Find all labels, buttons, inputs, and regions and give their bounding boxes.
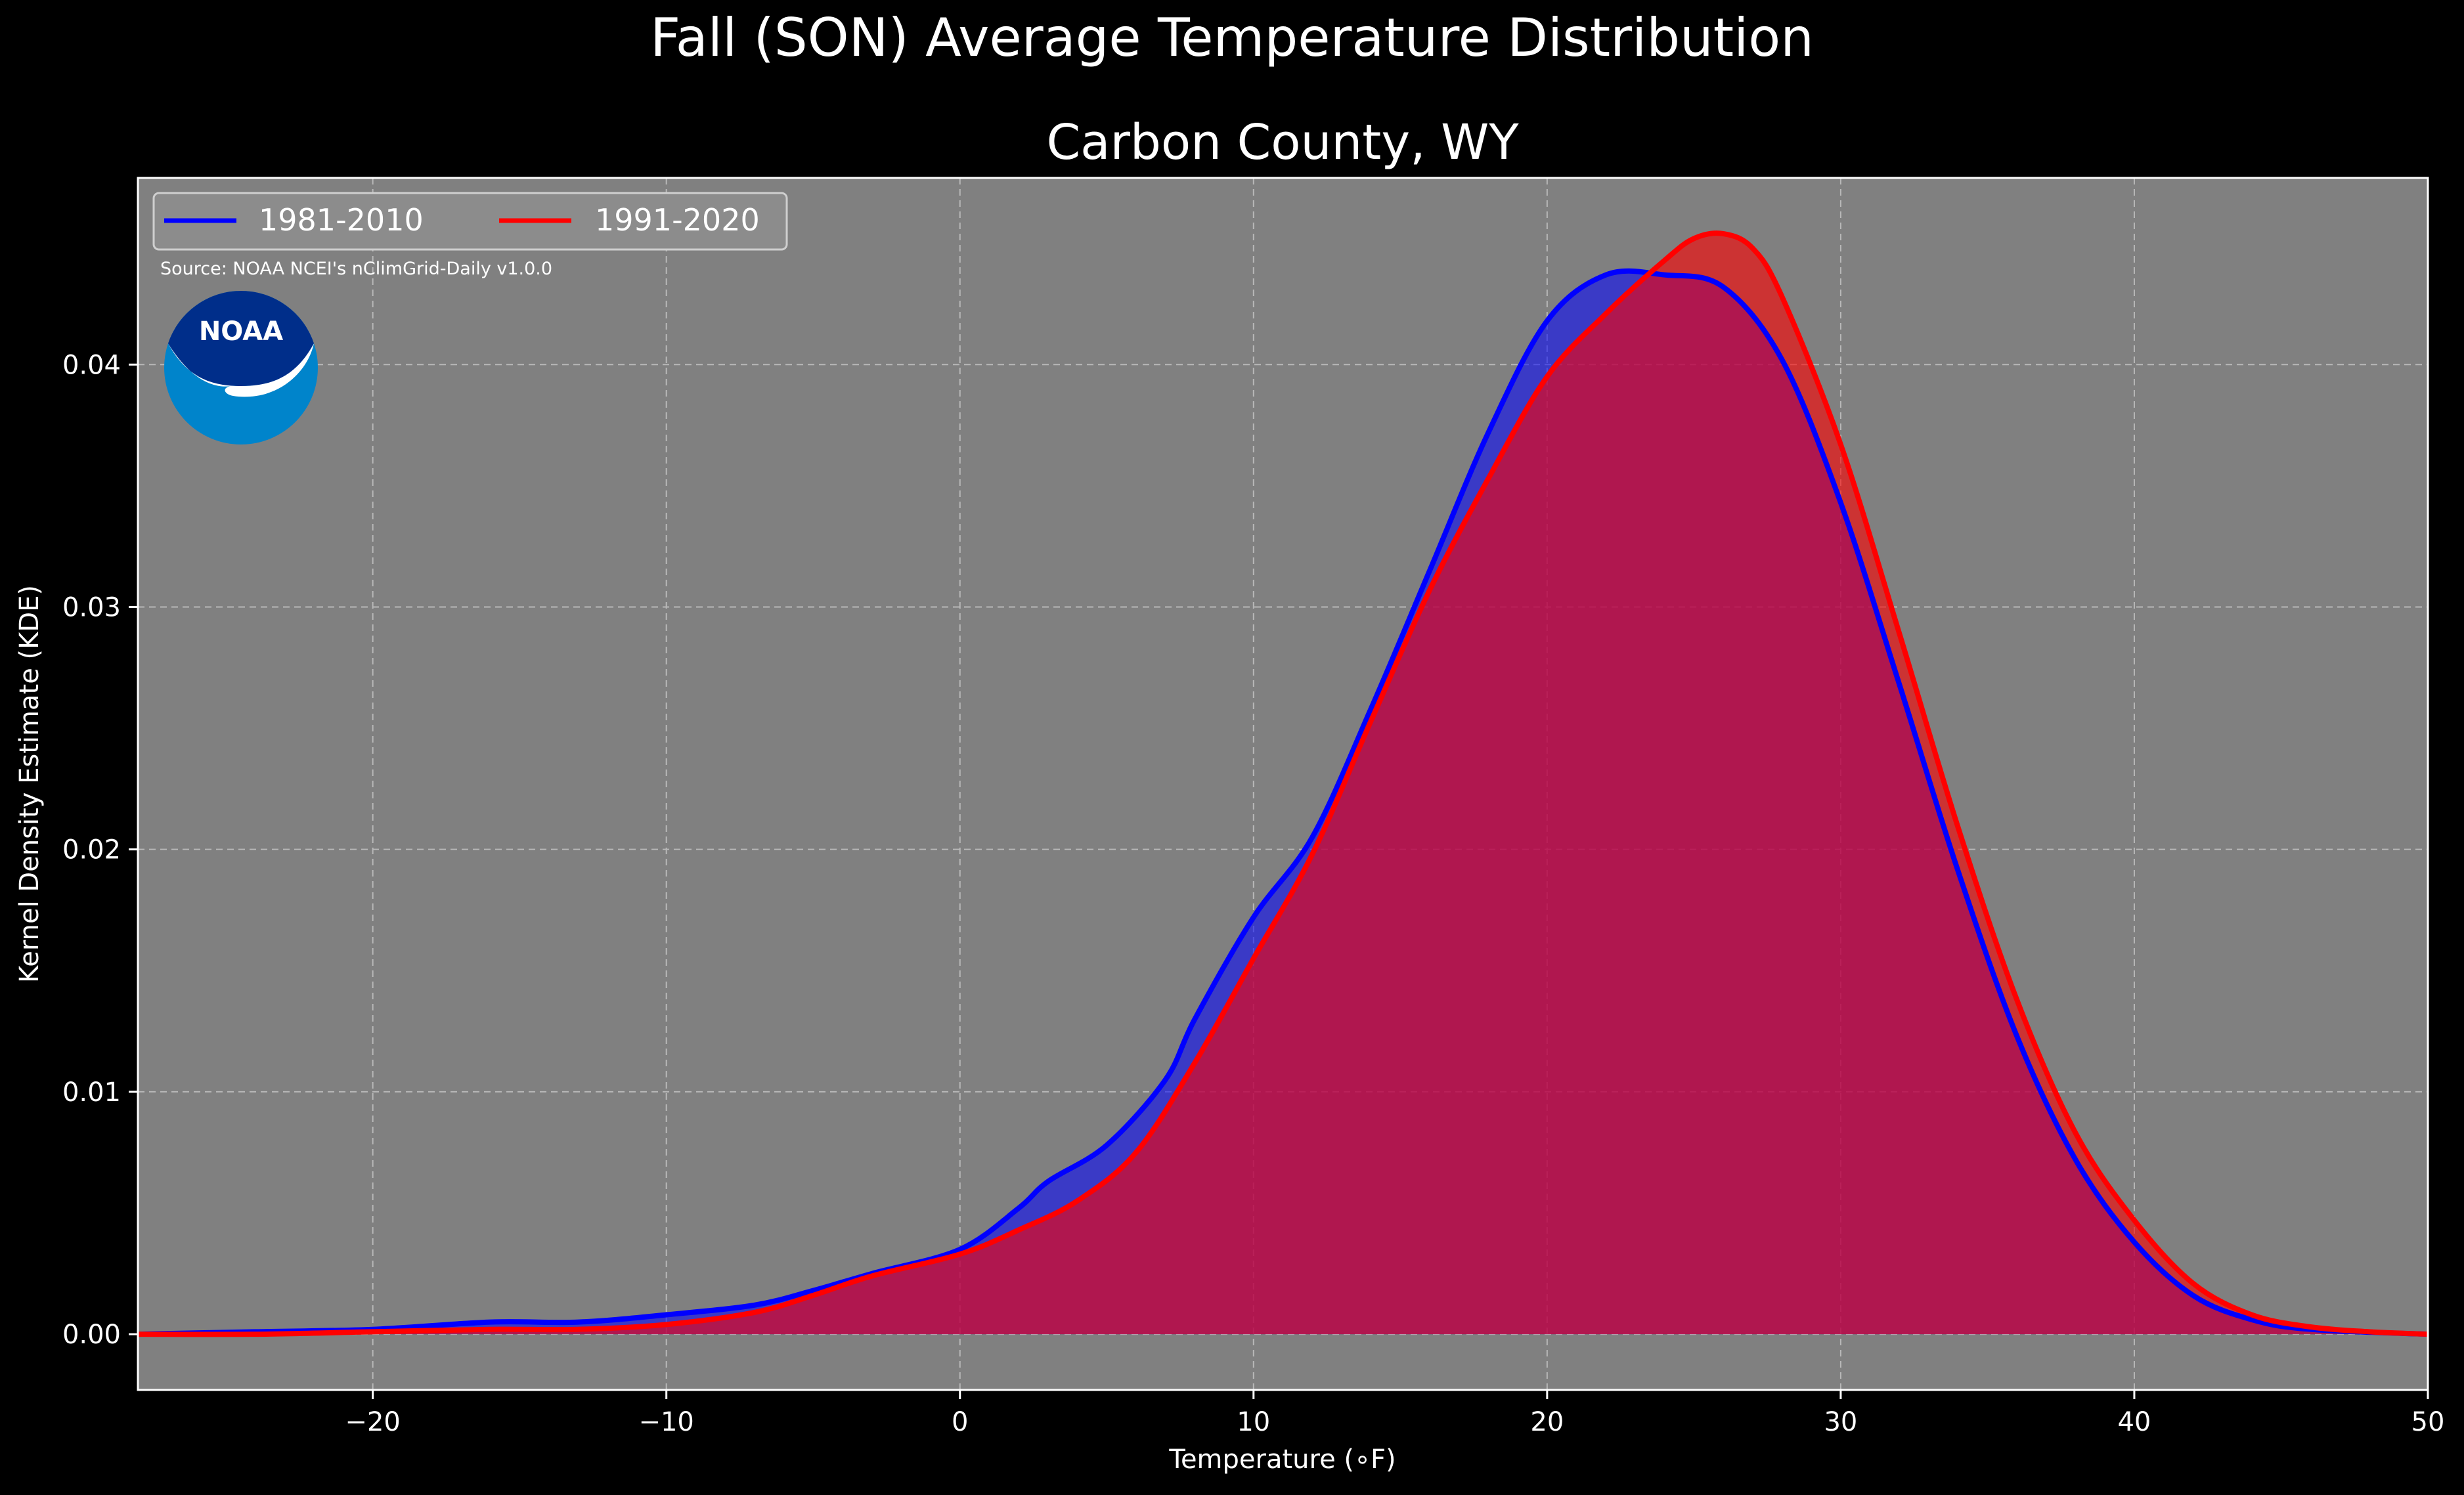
x-axis: −20 −10 0 10 20 30 40 50 xyxy=(345,1390,2444,1437)
legend-label-1991-2020: 1991-2020 xyxy=(595,202,760,238)
x-tick-label: 40 xyxy=(2117,1407,2151,1437)
logo-bird-icon xyxy=(168,343,314,397)
plot-frame xyxy=(137,177,2429,1391)
series-1991-2020-area xyxy=(138,233,2428,1335)
y-tick-label: 0.01 xyxy=(62,1077,121,1108)
y-tick-label: 0.02 xyxy=(62,835,121,865)
x-tick-label: 20 xyxy=(1530,1407,1564,1437)
x-tick-label: −20 xyxy=(345,1407,400,1437)
logo-text: NOAA xyxy=(199,316,283,347)
x-tick-label: 0 xyxy=(952,1407,968,1437)
x-tick-label: 30 xyxy=(1824,1407,1857,1437)
x-tick-label: −10 xyxy=(638,1407,693,1437)
noaa-logo: NOAA xyxy=(164,290,318,444)
source-note: Source: NOAA NCEI's nClimGrid-Daily v1.0… xyxy=(160,259,552,279)
y-tick-label: 0.04 xyxy=(62,350,121,380)
figure-suptitle: Fall (SON) Average Temperature Distribut… xyxy=(650,7,1814,68)
y-axis: 0.00 0.01 0.02 0.03 0.04 xyxy=(62,350,138,1350)
series-1991-2020-line xyxy=(138,230,2428,1337)
y-axis-label: Kernel Density Estimate (KDE) xyxy=(14,585,45,983)
series-layer xyxy=(138,230,2428,1337)
x-tick-label: 10 xyxy=(1237,1407,1270,1437)
legend-label-1981-2010: 1981-2010 xyxy=(259,202,424,238)
chart-title: Carbon County, WY xyxy=(1046,114,1519,171)
y-tick-label: 0.03 xyxy=(62,592,121,622)
x-tick-label: 50 xyxy=(2411,1407,2445,1437)
legend[interactable]: 1981-2010 1991-2020 xyxy=(152,192,788,251)
x-axis-label: Temperature (∘F) xyxy=(1168,1444,1396,1475)
y-tick-label: 0.00 xyxy=(62,1320,121,1350)
logo-inner-dome xyxy=(168,290,314,386)
legend-box xyxy=(152,192,788,251)
series-1981-2010-line xyxy=(138,268,2428,1337)
